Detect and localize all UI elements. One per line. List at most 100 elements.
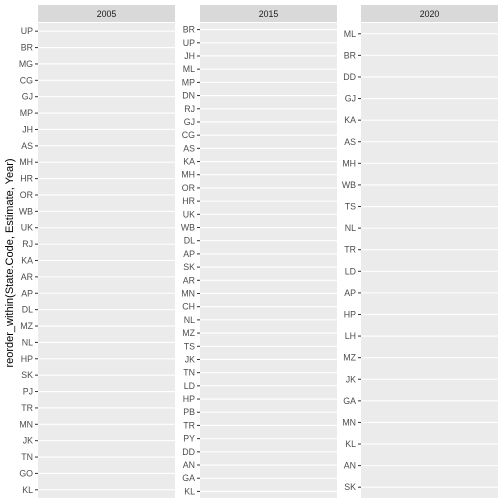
y-tick-label: JH [184,51,195,61]
y-tick-label: MN [19,419,33,429]
y-tick-label: MP [182,77,195,87]
y-tick-label: UP [21,26,33,36]
y-tick-label: HR [182,196,195,206]
y-tick-label: GJ [345,94,356,104]
y-tick-label: JK [185,354,195,364]
y-tick-label: OR [182,183,195,193]
y-tick-label: OR [20,190,33,200]
y-tick-label: CG [20,75,33,85]
y-tick-label: TN [21,452,33,462]
y-tick-label: ML [344,29,356,39]
y-tick-label: KA [21,256,33,266]
y-tick-label: PJ [23,387,33,397]
y-tick-label: SK [344,482,356,492]
y-tick-label: MN [342,417,356,427]
y-tick-label: WB [181,223,195,233]
y-tick-label: MZ [182,328,195,338]
facet-strip-label: 2020 [420,9,440,19]
y-tick-label: NL [345,223,356,233]
y-tick-label: TS [345,202,356,212]
y-tick-label: CG [182,130,195,140]
y-tick-label: PB [183,407,195,417]
y-tick-label: KA [183,157,195,167]
y-tick-label: GJ [22,92,33,102]
y-tick-label: AS [344,137,356,147]
y-tick-label: MN [181,288,195,298]
y-tick-label: GO [19,468,33,478]
facet-panels: 2005 UP BR MG CG GJ MP JH AS MH HR OR WB UK RJ KA AR AP DL… [19,5,498,498]
facet-panel-2015: 2015 BR UP JH ML MP DN RJ GJ CG AS KA MH OR HR UK WB DL AP… [181,5,337,498]
y-tick-label: LH [345,331,356,341]
y-tick-label: JK [23,436,33,446]
y-tick-label: KA [344,115,356,125]
y-tick-label: WB [342,180,356,190]
y-tick-label: PY [183,434,195,444]
panel-background [361,23,498,498]
y-tick-label: BR [21,43,33,53]
y-tick-label: DL [22,305,33,315]
y-tick-label: MH [342,158,356,168]
y-tick-label: NL [184,315,195,325]
facet-strip [38,5,175,22]
y-tick-label: TN [183,368,195,378]
y-tick-label: BR [183,25,195,35]
y-tick-label: MG [19,59,33,69]
y-tick-label: AS [21,141,33,151]
y-tick-label: NL [22,337,33,347]
y-tick-label: MP [20,108,33,118]
y-tick-label: HP [21,354,33,364]
y-tick-label: ML [183,64,195,74]
y-tick-label: DD [343,72,356,82]
y-tick-label: DL [184,236,195,246]
panel-background [200,23,337,498]
y-tick-label: MZ [343,353,356,363]
y-tick-label: AS [183,143,195,153]
y-tick-label: CH [182,302,195,312]
y-tick-label: TR [183,420,195,430]
y-tick-label: AN [344,461,356,471]
y-tick-label: TS [184,341,195,351]
y-tick-label: LD [184,381,195,391]
y-tick-label: GA [343,396,356,406]
y-tick-label: RJ [22,239,33,249]
y-tick-label: AR [183,275,195,285]
y-tick-label: HP [183,394,195,404]
facet-strip-label: 2015 [259,9,279,19]
y-tick-label: WB [19,206,33,216]
y-tick-label: GJ [184,117,195,127]
y-tick-label: AN [183,460,195,470]
y-tick-label: SK [183,262,195,272]
y-tick-label: MH [181,170,195,180]
facet-strip [361,5,498,22]
y-tick-label: KL [184,486,195,496]
y-tick-label: UK [183,209,195,219]
y-tick-label: JK [346,374,356,384]
y-tick-label: RJ [184,104,195,114]
facet-panel-2020: 2020 ML BR DD GJ KA AS MH WB TS NL TR LD AP HP LH MZ JK GA… [342,5,498,498]
facet-strip [200,5,337,22]
y-tick-label: MZ [20,321,33,331]
y-tick-label: UK [21,223,33,233]
y-tick-label: GA [182,473,195,483]
y-tick-label: AP [183,249,195,259]
facet-panel-2005: 2005 UP BR MG CG GJ MP JH AS MH HR OR WB UK RJ KA AR AP DL… [19,5,175,498]
y-tick-label: DN [182,91,195,101]
y-tick-label: UP [183,38,195,48]
y-tick-label: AP [21,288,33,298]
y-tick-label: AR [21,272,33,282]
y-tick-label: HR [20,174,33,184]
y-tick-label: JH [22,124,33,134]
y-tick-label: SK [21,370,33,380]
y-tick-label: KL [345,439,356,449]
y-tick-label: TR [21,403,33,413]
facet-strip-label: 2005 [97,9,117,19]
y-tick-label: TR [344,245,356,255]
y-tick-label: MH [19,157,33,167]
y-tick-label: LD [345,266,356,276]
y-axis-title: reorder_within(State.Code, Estimate, Yea… [4,158,16,367]
y-tick-label: AP [344,288,356,298]
y-tick-label: HP [344,309,356,319]
y-tick-label: BR [344,50,356,60]
y-tick-label: DD [182,447,195,457]
